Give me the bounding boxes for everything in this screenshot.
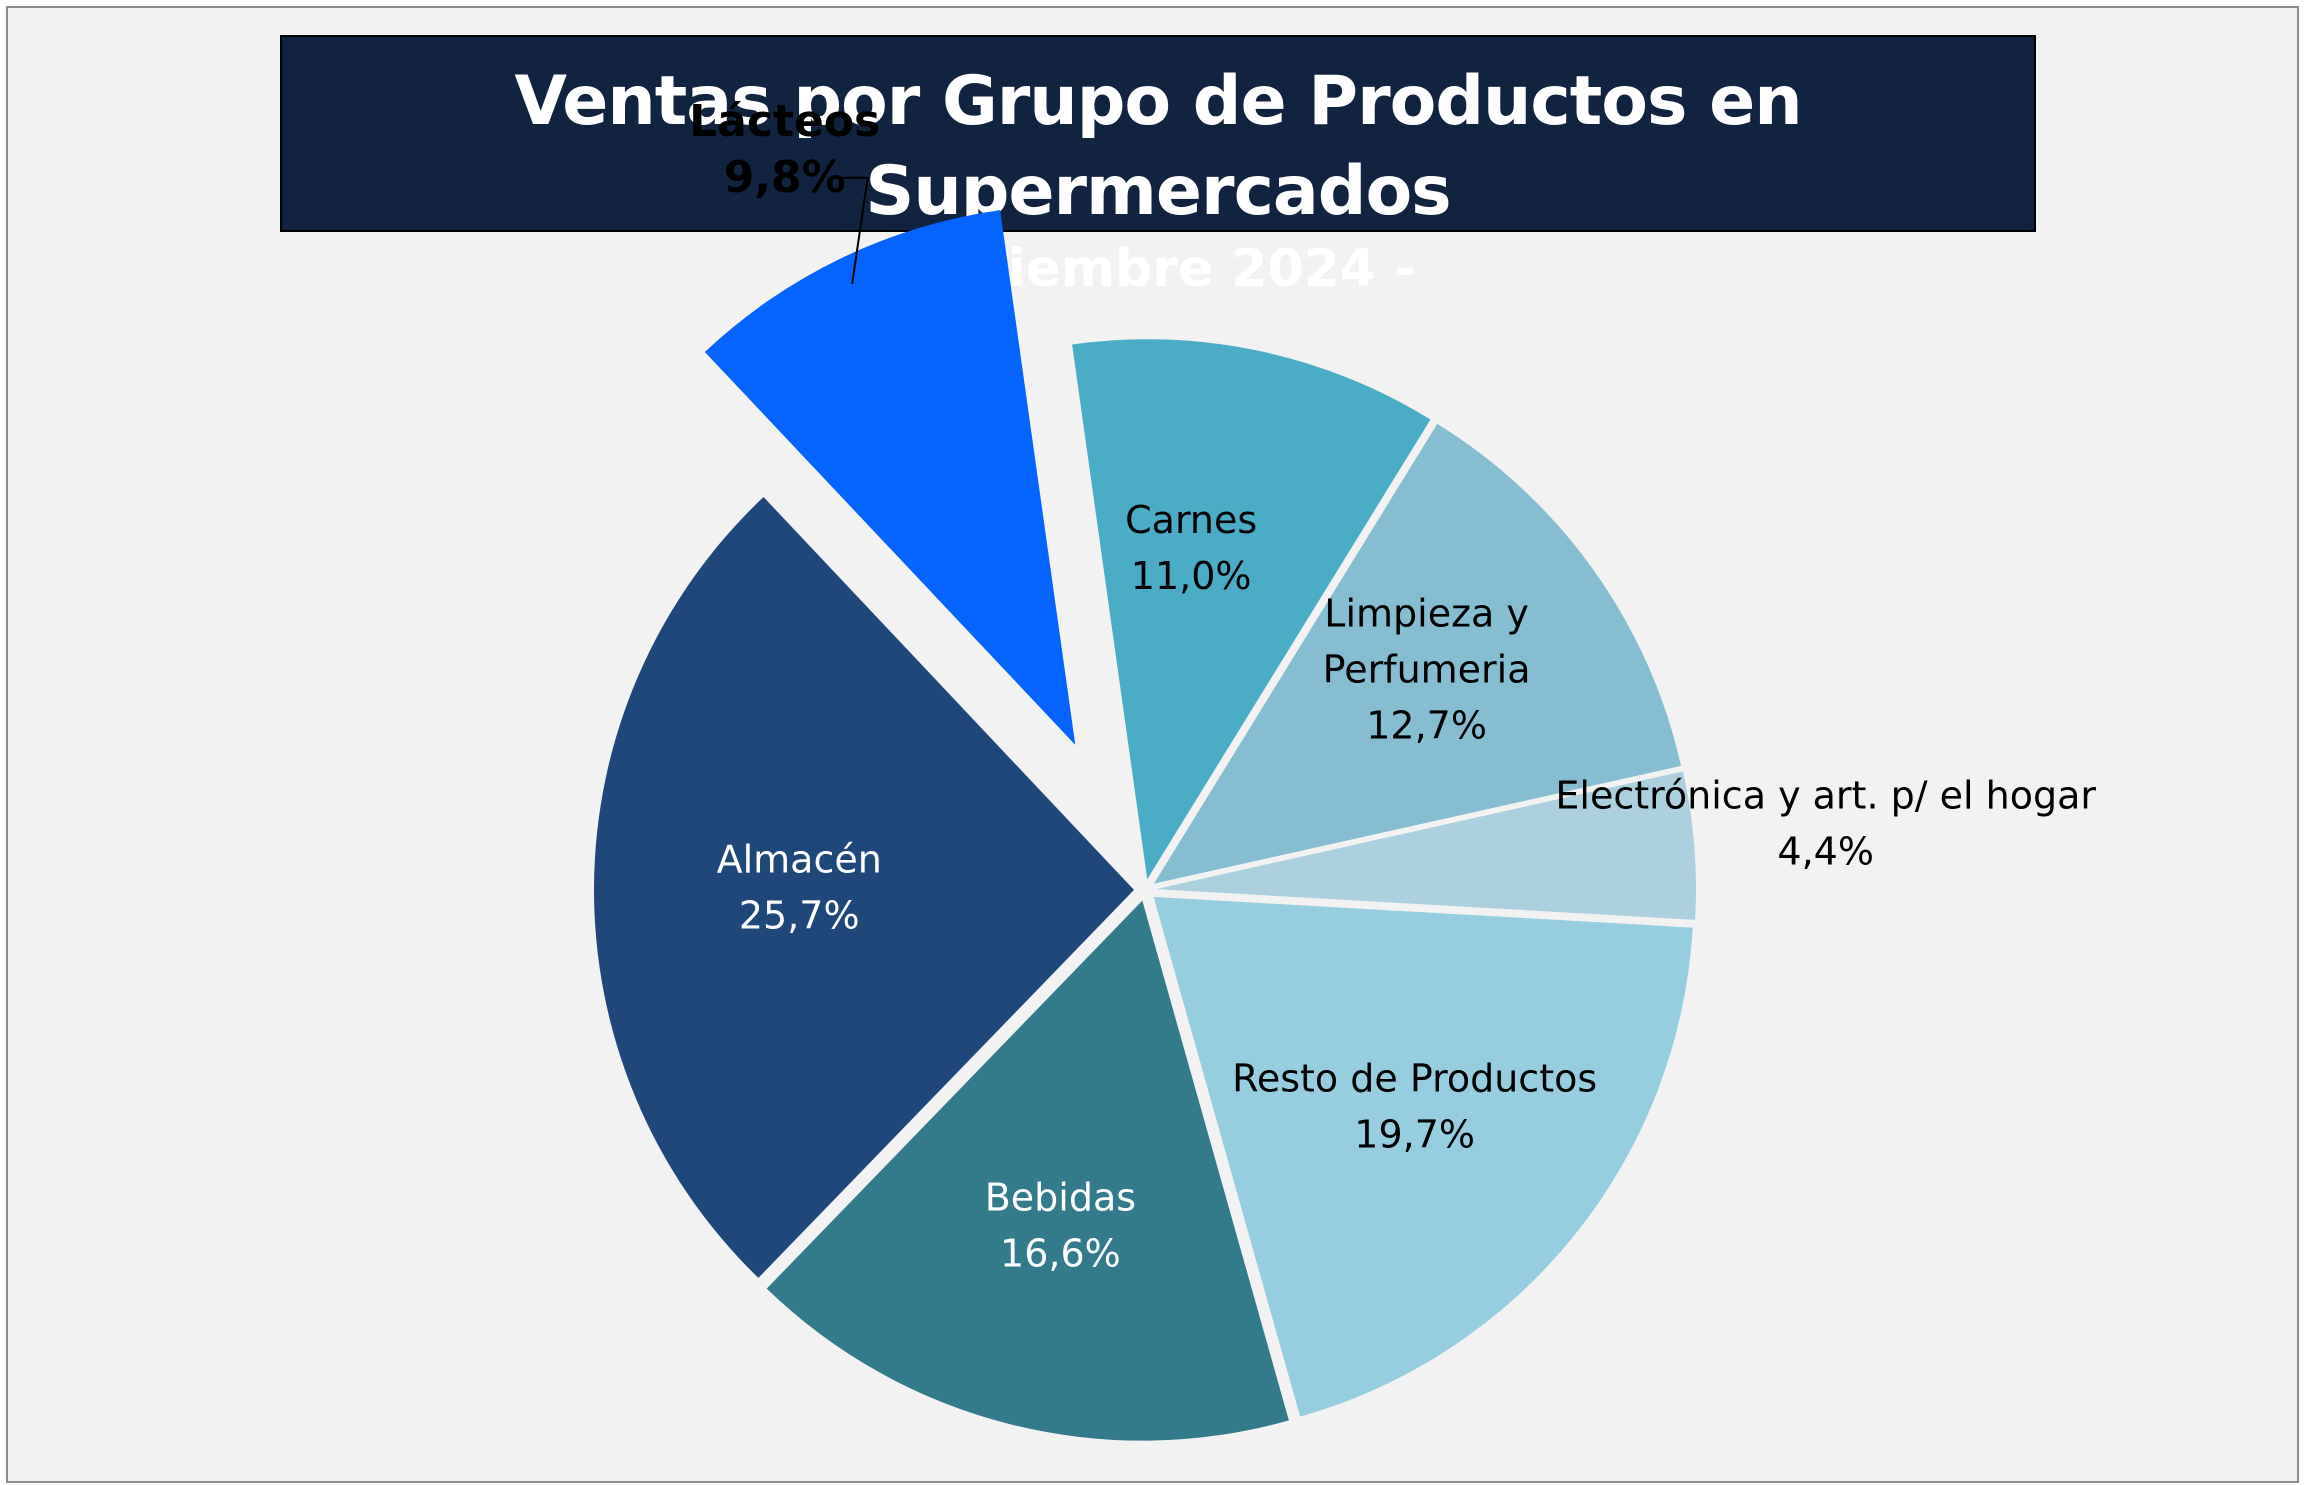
- data-label-electronica-y-art-p-el-hogar: Electrónica y art. p/ el hogar 4,4%: [1555, 773, 2096, 873]
- pie-slice-limpieza-y-perfumeria: [1153, 423, 1681, 884]
- data-label-carnes: Carnes 11,0%: [1125, 498, 1257, 598]
- data-label-bebidas: Bebidas 16,6%: [985, 1175, 1136, 1275]
- pie-slice-carnes: [1072, 339, 1431, 880]
- data-label-limpieza-y-perfumeria: Limpieza y Perfumeria 12,7%: [1323, 591, 1531, 747]
- pie-slice-electronica-y-art-p-el-hogar: [1155, 771, 1696, 920]
- data-label-lacteos: Lácteos 9,8%: [689, 96, 880, 203]
- pie-slice-almacen: [594, 497, 1135, 1278]
- data-label-almacen: Almacén 25,7%: [717, 838, 882, 938]
- data-label-resto-de-productos: Resto de Productos 19,7%: [1232, 1056, 1597, 1156]
- pie-slice-resto-de-productos: [1153, 896, 1693, 1417]
- leader-line-lacteos: [842, 176, 869, 285]
- pie-slice-lacteos: [704, 210, 1076, 745]
- pie-slice-bebidas: [766, 900, 1289, 1441]
